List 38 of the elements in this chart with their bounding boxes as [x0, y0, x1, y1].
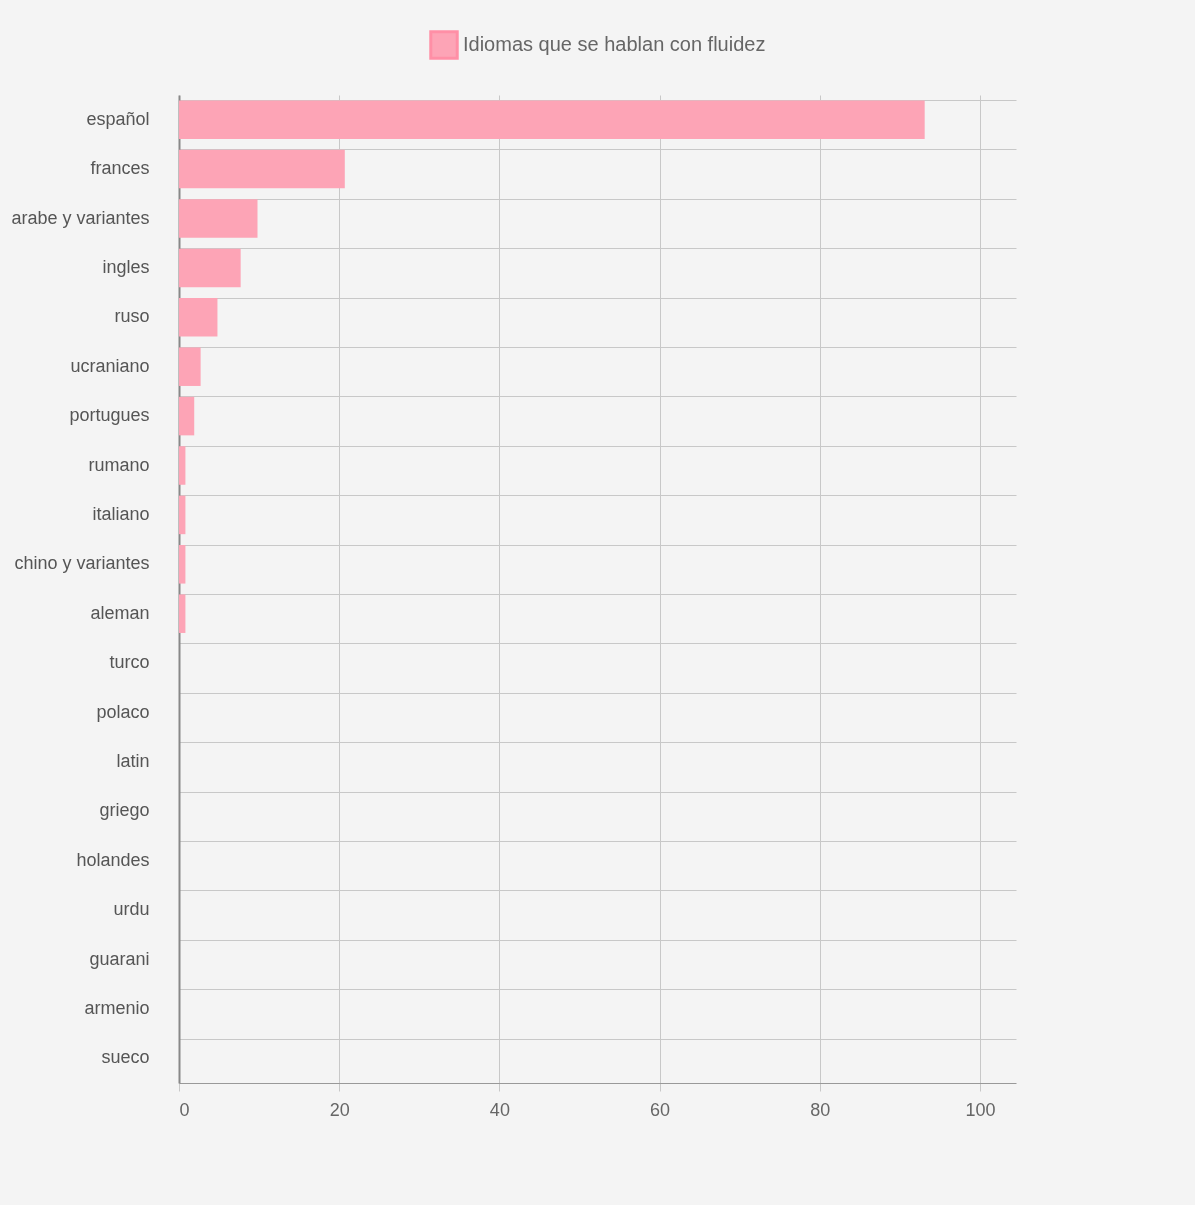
- legend-label: Idiomas que se hablan con fluidez: [463, 33, 766, 55]
- y-tick-label: arabe y variantes: [11, 207, 150, 228]
- x-tick-label: 100: [965, 1099, 996, 1120]
- bar: [179, 100, 925, 139]
- y-tick-label: frances: [90, 158, 150, 179]
- y-tick-label: polaco: [96, 701, 150, 722]
- bar: [179, 495, 186, 535]
- y-tick-label: sueco: [101, 1047, 150, 1068]
- bar: [179, 199, 258, 238]
- y-tick-label: griego: [99, 800, 150, 821]
- y-tick-label: urdu: [113, 899, 150, 920]
- y-tick-label: ucraniano: [70, 355, 150, 376]
- bar: [179, 298, 218, 337]
- y-tick-label: chino y variantes: [14, 553, 150, 574]
- y-tick-label: ingles: [102, 256, 150, 277]
- y-tick-label: guarani: [89, 948, 150, 969]
- bar: [179, 545, 186, 584]
- y-tick-label: latin: [116, 750, 150, 771]
- x-tick-label: 60: [650, 1099, 671, 1120]
- bar: [179, 347, 201, 386]
- x-tick-label: 40: [489, 1099, 510, 1120]
- bar: [179, 149, 345, 189]
- x-tick-label: 80: [810, 1099, 831, 1120]
- y-tick-label: italiano: [92, 503, 150, 524]
- y-tick-label: turco: [109, 652, 150, 673]
- y-tick-label: armenio: [84, 997, 150, 1018]
- bar: [179, 396, 195, 436]
- y-tick-label: aleman: [90, 602, 150, 623]
- x-tick-label: 20: [329, 1099, 350, 1120]
- bar: [179, 594, 186, 633]
- y-tick-label: ruso: [114, 306, 150, 327]
- y-tick-label: holandes: [76, 849, 150, 870]
- y-tick-label: español: [86, 108, 150, 129]
- y-tick-label: portugues: [69, 405, 150, 426]
- y-tick-label: rumano: [88, 454, 150, 475]
- bar: [179, 446, 186, 485]
- bar: [179, 248, 241, 288]
- x-tick-label: 0: [179, 1099, 190, 1120]
